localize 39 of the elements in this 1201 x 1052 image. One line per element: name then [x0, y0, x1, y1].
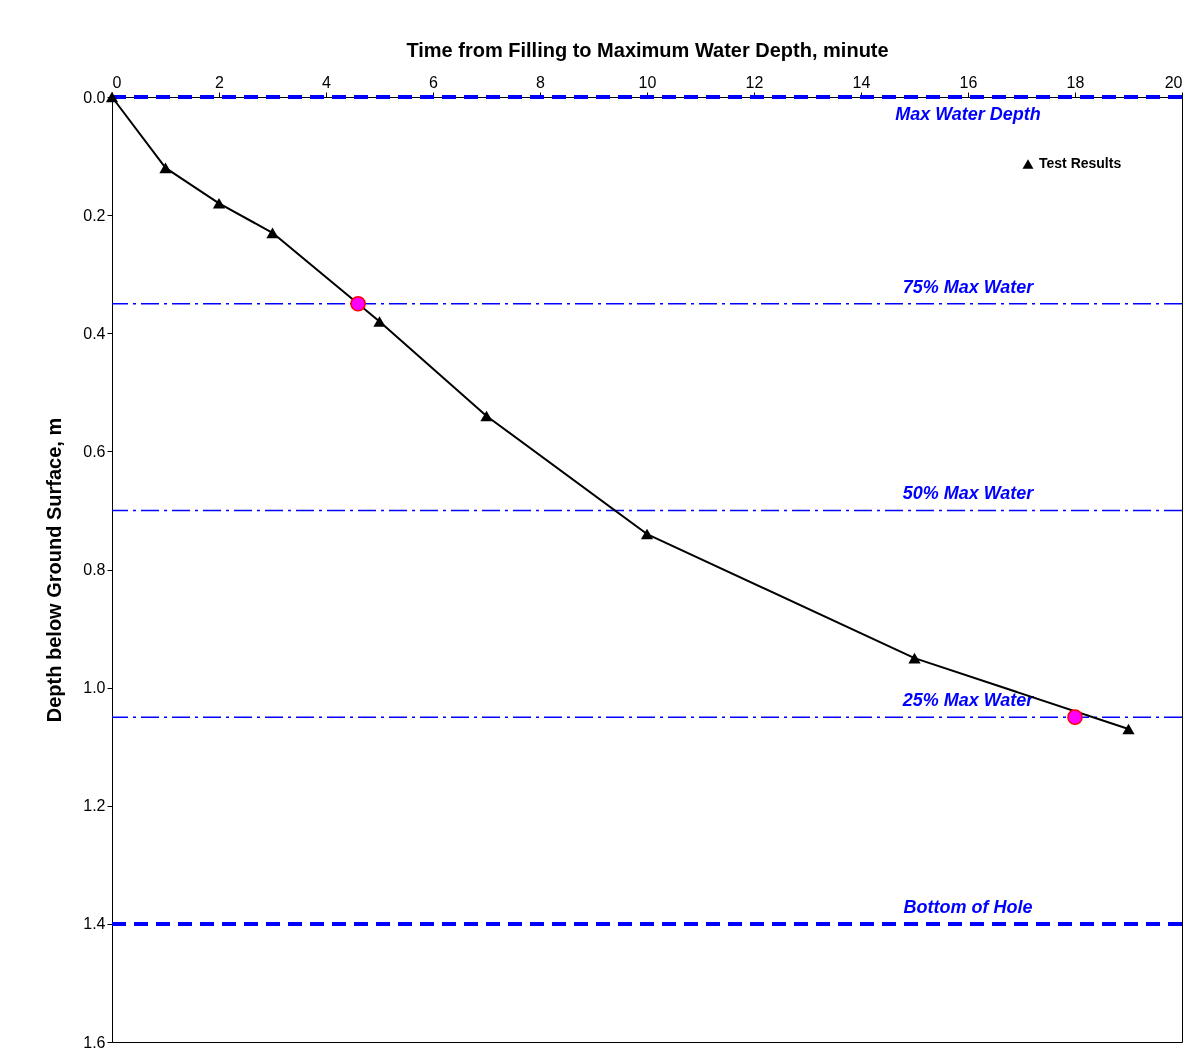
x-tick-label: 16 [959, 73, 978, 91]
y-tick-label: 1.6 [83, 1033, 106, 1051]
point [908, 652, 921, 664]
y-axis-title: Depth below Ground Surface, m [43, 417, 66, 723]
x-tick-label: 20 [1164, 73, 1183, 91]
legend-label: Test Results [1039, 155, 1122, 171]
y-tick-label: 1.0 [83, 679, 106, 697]
point [480, 410, 493, 422]
point [1067, 709, 1083, 725]
y-tick-label: 0.2 [83, 206, 106, 224]
x-tick-label: 0 [112, 73, 122, 91]
x-tick-label: 10 [638, 73, 657, 91]
y-tick-label: 0.4 [83, 324, 106, 342]
ref-line-label: 50% Max Water [902, 483, 1035, 504]
point [266, 227, 279, 239]
x-tick-label: 12 [745, 73, 764, 91]
y-tick-label: 1.2 [83, 797, 106, 815]
x-tick-label: 18 [1066, 73, 1085, 91]
y-tick-label: 0.6 [83, 442, 106, 460]
ref-line-label: 75% Max Water [902, 276, 1035, 297]
point [105, 91, 119, 103]
x-tick-label: 8 [536, 73, 546, 91]
y-tick-label: 0.8 [83, 561, 106, 578]
point [350, 295, 366, 312]
y-tick-label: 1.4 [83, 915, 106, 933]
point [1122, 723, 1135, 735]
ref-line-label: Bottom of Hole [903, 896, 1033, 917]
ref-line-label: Max Water Depth [895, 104, 1041, 124]
ref-line-label: 25% Max Water [901, 690, 1035, 711]
x-tick-label: 2 [215, 73, 225, 91]
x-axis-title: Time from Filling to Maximum Water Depth, minute [406, 38, 889, 61]
x-tick-label: 14 [852, 73, 871, 91]
x-tick-label: 4 [322, 73, 332, 91]
point [640, 528, 654, 540]
point [212, 198, 226, 209]
point [159, 162, 172, 174]
y-tick-label: 0.0 [83, 88, 106, 106]
x-tick-label: 6 [429, 73, 439, 91]
point [373, 316, 386, 327]
